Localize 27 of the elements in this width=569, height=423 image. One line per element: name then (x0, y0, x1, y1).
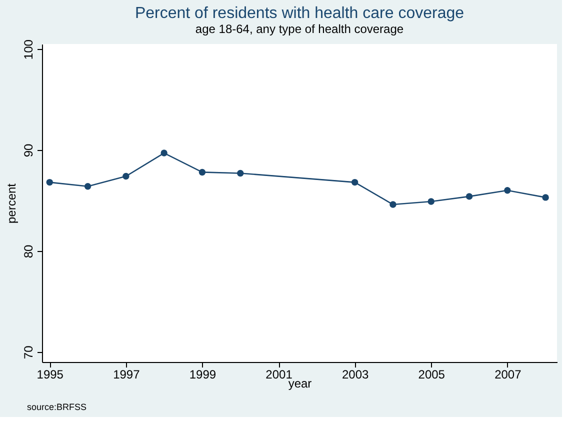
x-tick-label: 2003 (342, 368, 369, 382)
chart-subtitle: age 18-64, any type of health coverage (195, 22, 404, 36)
point (84, 182, 92, 190)
point (428, 198, 434, 205)
x-tick-label: 1995 (36, 368, 64, 382)
x-tick-label: 2005 (418, 368, 446, 382)
point (237, 170, 244, 177)
source-note: source:BRFSS (27, 402, 87, 412)
point (351, 178, 358, 186)
point (466, 193, 473, 200)
y-tick-label: 80 (22, 244, 36, 258)
chart-title: Percent of residents with health care coverage (134, 5, 464, 22)
point (504, 187, 511, 194)
y-axis-title: percent (4, 182, 18, 224)
point (390, 201, 396, 208)
y-tick-label: 90 (22, 144, 36, 158)
x-tick-label: 2007 (494, 368, 522, 382)
y-tick-label: 70 (22, 345, 36, 360)
x-tick-label: 2001 (266, 368, 293, 382)
point (46, 178, 53, 186)
point (160, 150, 168, 156)
point (198, 168, 206, 176)
x-tick-label: 1999 (189, 368, 216, 382)
point (542, 194, 549, 201)
point (122, 172, 130, 180)
x-tick-label: 1997 (113, 368, 140, 382)
y-tick-label: 100 (22, 39, 36, 60)
